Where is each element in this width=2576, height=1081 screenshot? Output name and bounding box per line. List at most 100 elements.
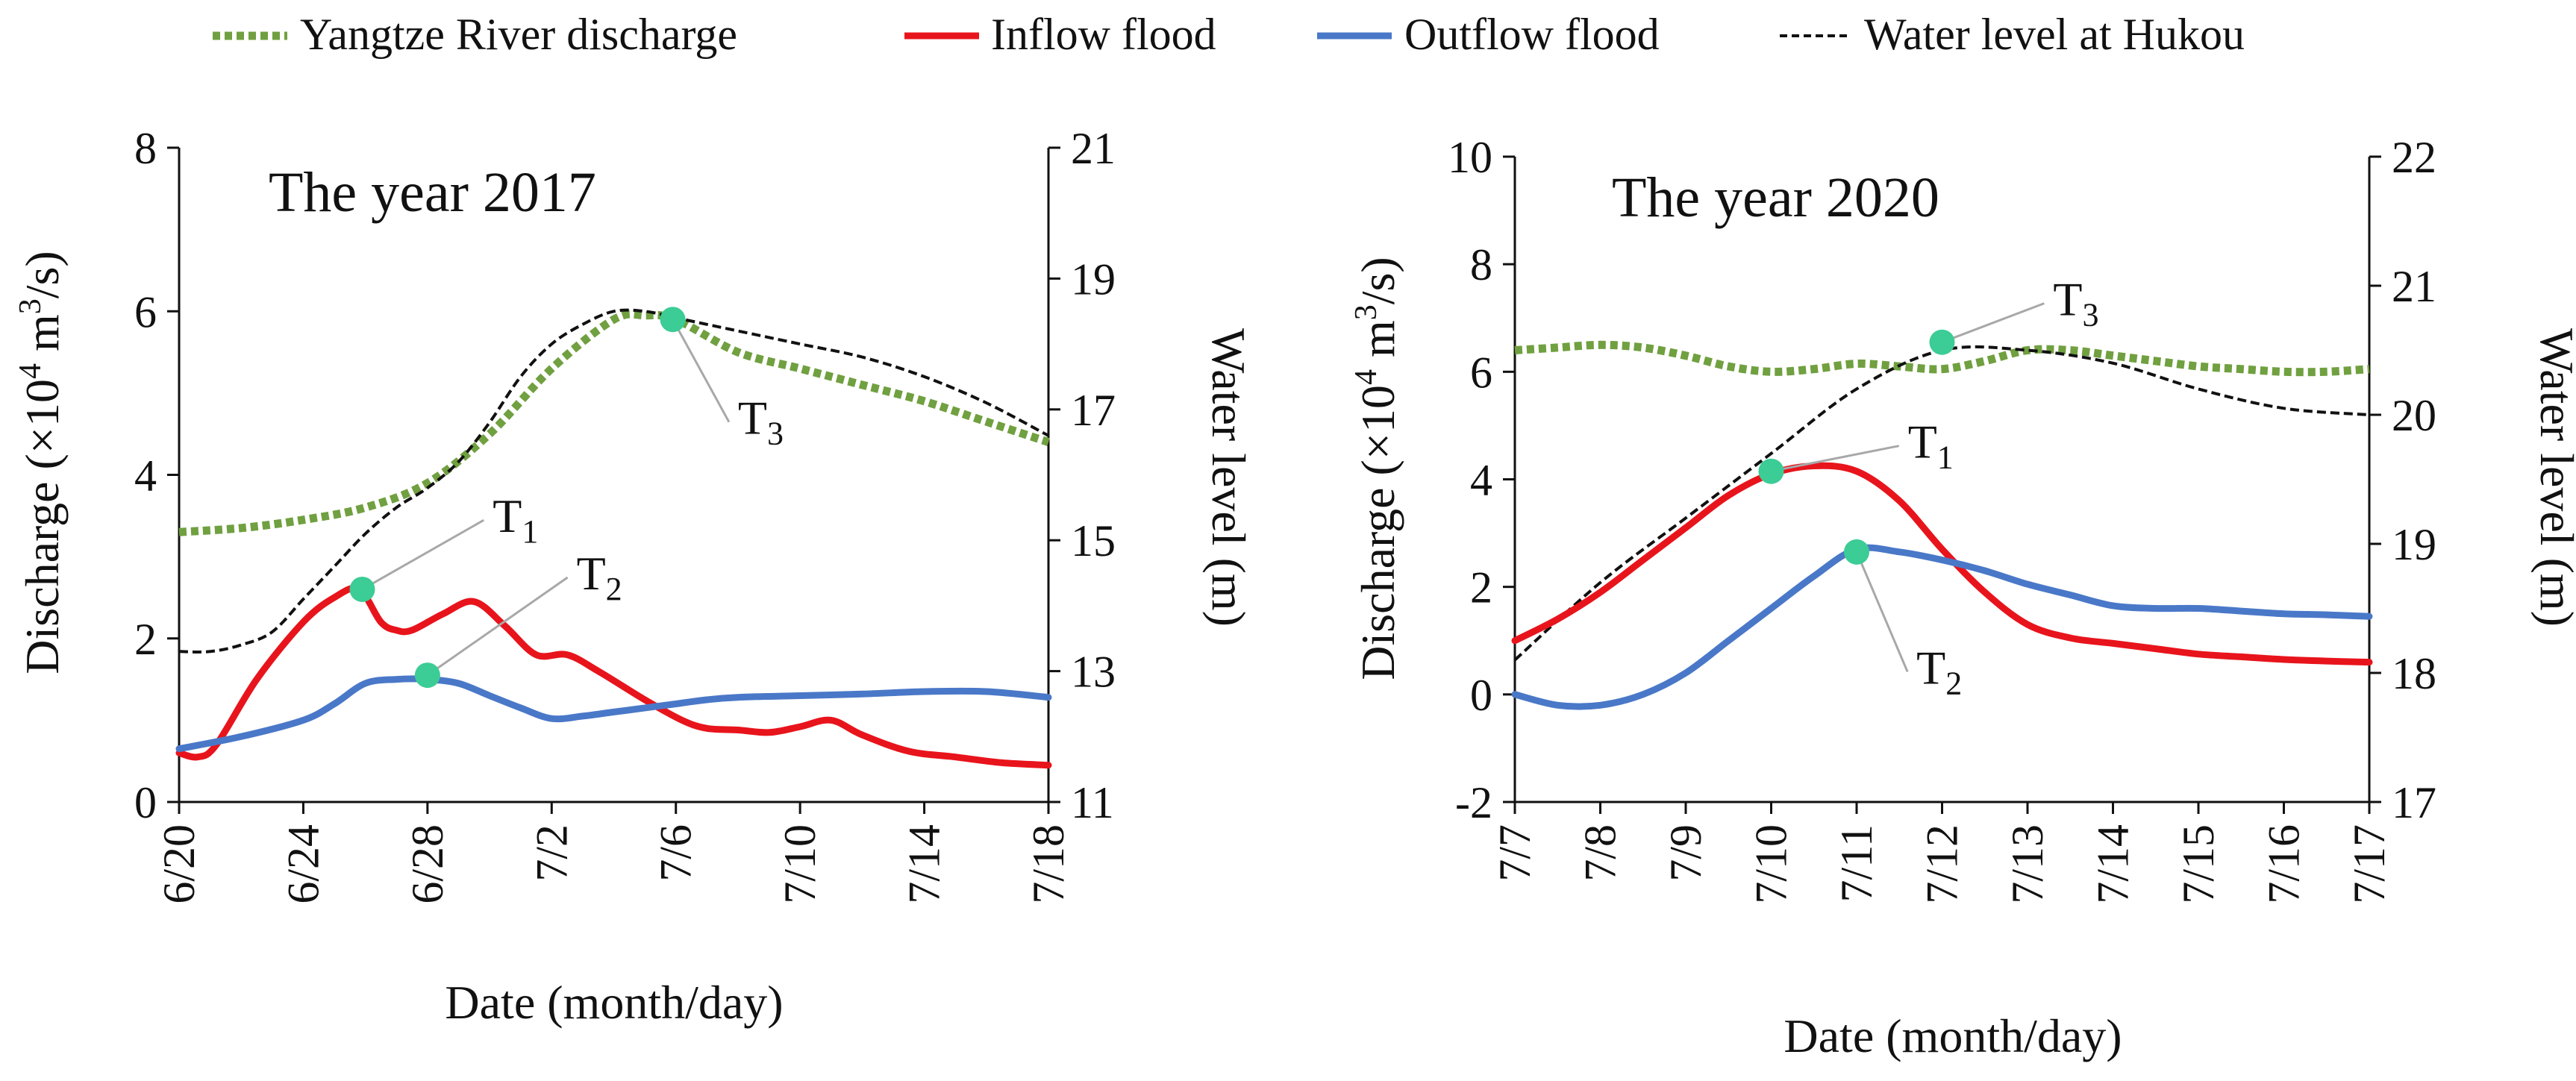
- chart-2020-leader-t1: [1771, 445, 1899, 473]
- chart-2017-y-tick-label: 0: [134, 778, 157, 827]
- legend-label-water: Water level at Hukou: [1864, 10, 2245, 59]
- chart-2020-series-outflow: [1511, 544, 2373, 710]
- chart-2017-markers: T1 T2 T3: [349, 307, 784, 689]
- chart-2020-y2label: Water level (m): [2530, 328, 2576, 627]
- legend-item-outflow: Outflow flood: [1317, 10, 1660, 59]
- chart-2017-y2-tick-label: 19: [1071, 254, 1116, 304]
- chart-2020-ylabel-part-1: 4: [1349, 369, 1384, 385]
- chart-2017-marker-label-t1: T1: [493, 489, 538, 550]
- chart-2020-x-tick-label: 7/14: [2089, 824, 2138, 904]
- legend-label-inflow: Inflow flood: [991, 10, 1216, 59]
- chart-2017-title: The year 2017: [269, 161, 596, 224]
- chart-2017-ylabel-part-2: m: [16, 314, 69, 363]
- chart-2020-y-tick-label: 2: [1470, 563, 1492, 612]
- chart-2020-series: [1511, 340, 2373, 710]
- chart-2020-y2-tick-label: 20: [2392, 391, 2436, 440]
- chart-2020-marker-t2: [1844, 539, 1869, 565]
- chart-2017-x-tick-label: 6/20: [154, 824, 204, 904]
- chart-2017-xlabel: Date (month/day): [445, 976, 783, 1029]
- chart-2017-y-axis: 0 2 4 6 8: [134, 124, 181, 827]
- chart-2020-y-tick-label: 4: [1470, 456, 1492, 505]
- chart-2020-x-tick-label: 7/12: [1918, 824, 1967, 904]
- chart-2020-marker-label-t1: T1: [1908, 416, 1954, 476]
- chart-2017-series-yangtze: [178, 310, 1050, 536]
- chart-2017-x-tick-label: 7/10: [775, 824, 825, 904]
- chart-2017-leader-t1: [361, 518, 484, 591]
- chart-2020-leader-t2: [1855, 551, 1909, 673]
- chart-2017-x-tick-label: 7/2: [527, 824, 576, 882]
- chart-2017-marker-t1: [349, 576, 375, 602]
- chart-2020-ylabel: Discharge (×104 m3/s): [1349, 257, 1404, 680]
- chart-2017-ylabel: Discharge (×104 m3/s): [13, 251, 69, 674]
- chart-2017-x-tick-label: 7/14: [900, 824, 949, 904]
- chart-2020-series-yangtze: [1514, 340, 2370, 377]
- chart-2017-marker-t3: [660, 307, 686, 333]
- chart-2020-marker-t1: [1758, 458, 1784, 484]
- chart-2017-x-tick-label: 6/28: [403, 824, 452, 904]
- chart-2017-marker-label-t2: T2: [577, 547, 622, 607]
- chart-2017-y2-tick-label: 17: [1071, 386, 1116, 435]
- chart-2020-y-tick-label: 0: [1470, 671, 1492, 720]
- chart-2017-ylabel-part-0: Discharge (×10: [16, 379, 69, 674]
- chart-2020-x-tick-label: 7/17: [2345, 824, 2394, 904]
- chart-2020-y2-tick-label: 21: [2392, 262, 2436, 311]
- chart-2017-y2-tick-label: 21: [1071, 124, 1116, 173]
- chart-2017-series: [175, 308, 1052, 769]
- chart-2020-xlabel: Date (month/day): [1783, 1009, 2122, 1062]
- chart-2017-y-tick-label: 4: [134, 451, 157, 501]
- chart-2017-x-tick-label: 7/6: [651, 824, 701, 882]
- chart-2017-y2-axis: 11 13 15 17 19 21: [1047, 124, 1116, 827]
- chart-2020-y2-tick-label: 22: [2392, 133, 2436, 182]
- chart-2020-ylabel-part-0: Discharge (×10: [1351, 385, 1404, 680]
- chart-2017-y2label: Water level (m): [1202, 328, 1255, 627]
- chart-2017-x-tick-label: 7/18: [1024, 824, 1073, 904]
- chart-2017-marker-t2: [414, 662, 440, 689]
- chart-2020-x-tick-label: 7/7: [1490, 824, 1539, 882]
- chart-2017-y2-tick-label: 13: [1071, 648, 1116, 697]
- chart-2017-y-tick-label: 6: [134, 287, 157, 336]
- legend-item-water: Water level at Hukou: [1780, 10, 2245, 59]
- chart-2017-y-tick-label: 2: [134, 615, 157, 664]
- chart-2020-markers: T1 T2 T3: [1758, 273, 2098, 701]
- chart-2020-y2-axis: 17 18 19 20 21 22: [2368, 133, 2436, 827]
- chart-2020-y2-tick-label: 18: [2392, 649, 2436, 698]
- chart-2017-x-axis: 6/20 6/24 6/28 7/2 7/6 7/10 7/14 7/18: [154, 800, 1073, 904]
- chart-2020-x-axis: 7/7 7/8 7/9 7/10 7/11 7/12 7/13 7/14 7/15 7/16 7/1…: [1490, 800, 2394, 904]
- chart-2020-marker-label-t2: T2: [1916, 641, 1962, 701]
- chart-2020-x-tick-label: 7/16: [2260, 824, 2309, 904]
- legend-item-yangtze: Yangtze River discharge: [213, 10, 737, 59]
- chart-2017-series-inflow: [175, 584, 1052, 769]
- legend-label-yangtze: Yangtze River discharge: [300, 10, 737, 59]
- chart-2017-ylabel-part-4: /s): [16, 251, 69, 298]
- chart-2020-x-tick-label: 7/8: [1576, 824, 1625, 882]
- chart-2020-ylabel-part-3: 3: [1349, 304, 1384, 320]
- legend: Yangtze River discharge Inflow flood Out…: [213, 10, 2245, 59]
- chart-2020-y-tick-label: -2: [1455, 778, 1492, 827]
- chart-2017-leader-t3: [672, 319, 731, 423]
- legend-label-outflow: Outflow flood: [1404, 10, 1660, 59]
- chart-2017-y2-tick-label: 11: [1071, 778, 1114, 827]
- chart-2017: The year 2017 6/20 6/24 6/28 7/2 7/6 7/10 7/14…: [13, 124, 1255, 1029]
- legend-item-inflow: Inflow flood: [904, 10, 1216, 59]
- chart-2020-marker-t3: [1929, 329, 1955, 355]
- chart-2020: The year 2020 7/7 7/8 7/9 7/10 7/11 7/12 7/13 7…: [1349, 133, 2576, 1062]
- chart-2020-title: The year 2020: [1612, 166, 1939, 229]
- chart-2017-marker-label-t3: T3: [738, 392, 784, 452]
- chart-2017-y2-tick-label: 15: [1071, 516, 1116, 565]
- chart-2020-y-tick-label: 10: [1448, 133, 1492, 182]
- chart-2017-leader-t2: [426, 576, 569, 677]
- chart-2017-y-tick-label: 8: [134, 124, 157, 173]
- chart-2020-ylabel-part-4: /s): [1351, 257, 1404, 304]
- chart-2020-x-tick-label: 7/9: [1661, 824, 1710, 882]
- chart-2020-y-tick-label: 6: [1470, 348, 1492, 397]
- chart-2020-y2-tick-label: 19: [2392, 520, 2436, 569]
- chart-2020-ylabel-part-2: m: [1351, 320, 1404, 369]
- chart-2020-y-axis: -2 0 2 4 6 8 10: [1448, 133, 1516, 827]
- chart-2020-y-tick-label: 8: [1470, 240, 1492, 289]
- chart-2017-ylabel-part-3: 3: [13, 298, 48, 314]
- chart-2020-x-tick-label: 7/13: [2003, 824, 2052, 904]
- chart-2020-series-inflow: [1511, 462, 2373, 666]
- chart-2020-x-tick-label: 7/11: [1832, 824, 1881, 902]
- chart-2017-ylabel-part-1: 4: [13, 363, 48, 379]
